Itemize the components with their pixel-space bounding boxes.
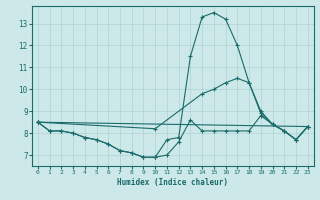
X-axis label: Humidex (Indice chaleur): Humidex (Indice chaleur) <box>117 178 228 187</box>
